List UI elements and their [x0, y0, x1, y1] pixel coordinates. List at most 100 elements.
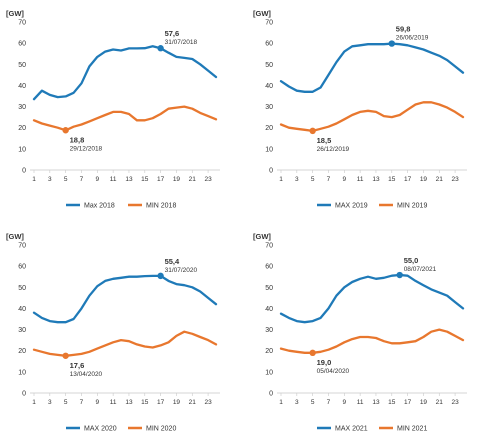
series-line-min — [32, 330, 218, 357]
x-tick-label: 9 — [342, 176, 346, 183]
y-tick-label: 70 — [265, 20, 273, 27]
x-tick-label: 7 — [327, 176, 331, 183]
x-tick-label: 11 — [110, 399, 117, 406]
peak-date-label: 29/12/2018 — [70, 145, 103, 152]
legend-label: MIN 2019 — [397, 203, 427, 210]
x-tick-label: 23 — [451, 176, 459, 183]
legend-label: MAX 2019 — [335, 203, 368, 210]
x-tick-label: 11 — [357, 399, 364, 406]
y-tick-label: 20 — [265, 125, 273, 132]
x-tick-label: 1 — [32, 176, 36, 183]
x-tick-label: 15 — [388, 399, 396, 406]
x-tick-label: 19 — [420, 399, 428, 406]
y-tick-label: 40 — [18, 83, 26, 90]
x-tick-label: 19 — [420, 176, 428, 183]
x-tick-label: 17 — [157, 399, 165, 406]
x-tick-label: 13 — [372, 176, 380, 183]
series-line-max — [32, 45, 218, 101]
peak-date-label: 26/06/2019 — [396, 35, 429, 42]
peak-value-label: 18,5 — [317, 136, 332, 145]
y-tick-label: 0 — [22, 391, 26, 398]
legend-label: MAX 2021 — [335, 426, 368, 433]
point-marker-min — [309, 127, 316, 135]
peak-value-label: 17,6 — [70, 361, 85, 370]
x-tick-label: 9 — [95, 399, 99, 406]
x-tick-label: 23 — [204, 176, 212, 183]
x-tick-label: 7 — [327, 399, 331, 406]
x-tick-label: 9 — [95, 176, 99, 183]
y-tick-label: 10 — [265, 369, 273, 376]
y-unit-label: [GW] — [253, 9, 271, 18]
x-tick-label: 5 — [311, 176, 315, 183]
x-tick-label: 17 — [404, 399, 412, 406]
y-tick-label: 0 — [269, 168, 273, 175]
peak-date-label: 31/07/2020 — [165, 267, 198, 274]
peak-value-label: 55,0 — [404, 256, 419, 265]
x-tick-label: 5 — [64, 399, 68, 406]
legend-label: MIN 2020 — [146, 426, 176, 433]
y-tick-label: 50 — [265, 285, 273, 292]
series-line-min — [32, 105, 218, 132]
series-line-max — [279, 42, 465, 93]
x-tick-label: 7 — [80, 399, 84, 406]
legend-label: MIN 2018 — [146, 203, 176, 210]
y-tick-label: 50 — [18, 285, 26, 292]
x-tick-label: 19 — [173, 399, 181, 406]
peak-date-label: 05/04/2020 — [317, 368, 350, 375]
y-tick-label: 20 — [18, 348, 26, 355]
peak-date-label: 08/07/2021 — [404, 266, 437, 273]
x-tick-label: 15 — [388, 176, 396, 183]
x-tick-label: 13 — [125, 399, 133, 406]
x-tick-label: 11 — [357, 176, 364, 183]
y-tick-label: 20 — [18, 125, 26, 132]
x-tick-label: 21 — [436, 176, 444, 183]
point-marker-min — [62, 127, 69, 134]
peak-date-label: 26/12/2019 — [317, 146, 350, 153]
x-tick-label: 21 — [436, 399, 444, 406]
x-tick-label: 3 — [48, 176, 52, 183]
x-tick-label: 23 — [204, 399, 212, 406]
y-tick-label: 10 — [265, 146, 273, 153]
peak-date-label: 13/04/2020 — [70, 371, 103, 378]
series-line-max — [32, 274, 218, 324]
point-marker-max — [388, 40, 395, 47]
point-marker-max — [157, 45, 164, 52]
y-tick-label: 30 — [265, 327, 273, 334]
peak-date-label: 31/07/2018 — [165, 39, 198, 46]
y-tick-label: 50 — [18, 62, 26, 69]
point-marker-max — [157, 272, 164, 280]
y-tick-label: 40 — [265, 306, 273, 313]
y-tick-label: 60 — [18, 264, 26, 271]
y-tick-label: 40 — [18, 306, 26, 313]
y-tick-label: 60 — [265, 41, 273, 48]
x-tick-label: 3 — [295, 399, 299, 406]
x-tick-label: 23 — [451, 399, 459, 406]
y-tick-label: 20 — [265, 348, 273, 355]
y-unit-label: [GW] — [6, 9, 24, 18]
x-tick-label: 5 — [64, 176, 68, 183]
y-tick-label: 40 — [265, 83, 273, 90]
x-tick-label: 3 — [295, 176, 299, 183]
x-tick-label: 15 — [141, 399, 149, 406]
y-tick-label: 60 — [265, 264, 273, 271]
y-tick-label: 10 — [18, 146, 26, 153]
peak-value-label: 59,8 — [396, 25, 411, 34]
y-tick-label: 30 — [265, 104, 273, 111]
legend-label: MIN 2021 — [397, 426, 427, 433]
x-tick-label: 3 — [48, 399, 52, 406]
x-tick-label: 1 — [32, 399, 36, 406]
point-marker-min — [62, 352, 69, 359]
y-tick-label: 30 — [18, 104, 26, 111]
series-line-min — [279, 328, 465, 354]
x-tick-label: 11 — [110, 176, 117, 183]
y-tick-label: 30 — [18, 327, 26, 334]
x-tick-label: 17 — [404, 176, 412, 183]
y-tick-label: 60 — [18, 41, 26, 48]
peak-value-label: 57,6 — [165, 29, 180, 38]
x-tick-label: 5 — [311, 399, 315, 406]
